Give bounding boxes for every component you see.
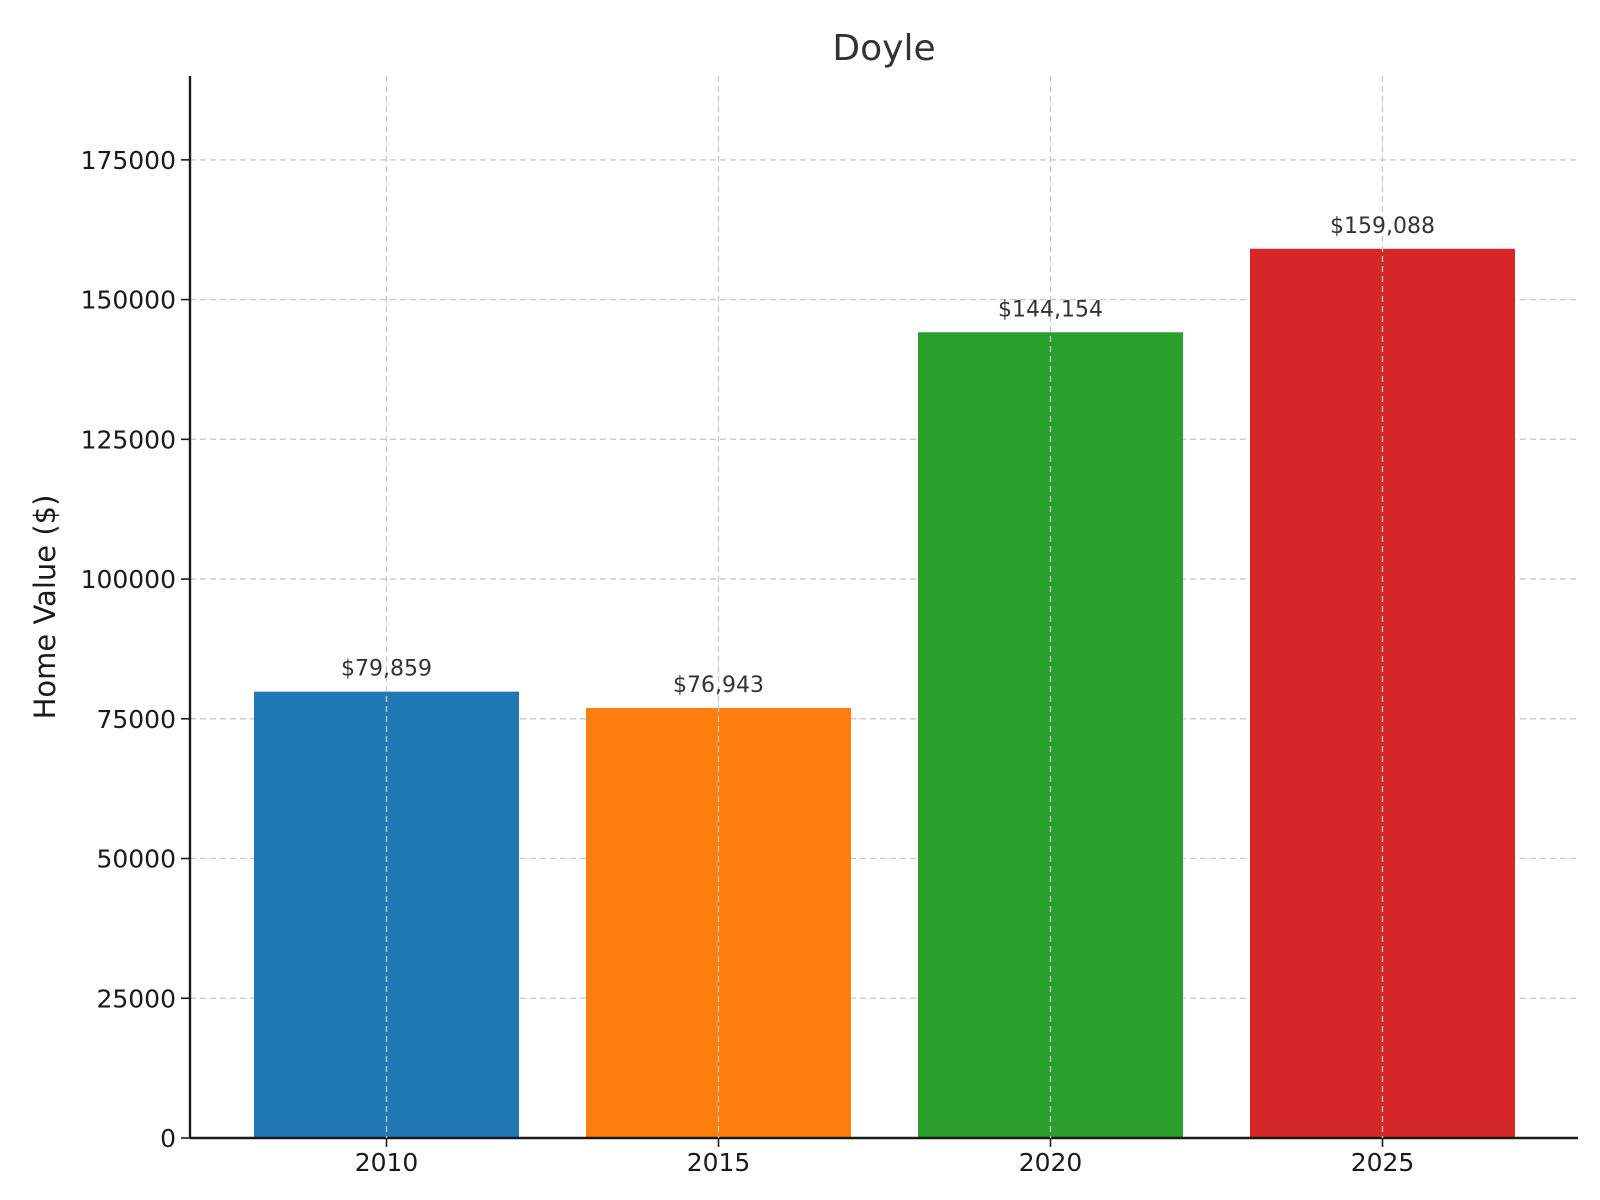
data-label-2020: $144,154 <box>998 297 1103 322</box>
axis-layer <box>188 76 1578 1140</box>
x-tick-label: 2015 <box>687 1148 751 1177</box>
chart-title: Doyle <box>832 28 935 69</box>
y-tick-label: 25000 <box>96 984 176 1013</box>
y-axis-label: Home Value ($) <box>28 495 62 720</box>
data-label-2010: $79,859 <box>341 657 432 682</box>
y-tick-label: 0 <box>160 1124 176 1153</box>
data-label-2025: $159,088 <box>1330 214 1435 239</box>
y-tick-label: 100000 <box>81 565 176 594</box>
y-tick-label: 75000 <box>96 705 176 734</box>
x-tick-label: 2025 <box>1351 1148 1415 1177</box>
x-tick-label: 2020 <box>1019 1148 1083 1177</box>
bar-2015 <box>586 707 851 1138</box>
y-tick-label: 175000 <box>81 146 176 175</box>
tick-layer: 0 25000 50000 75000 100000 125000 150000 175000… <box>81 146 1415 1177</box>
y-tick-label: 125000 <box>81 425 176 454</box>
bar-layer <box>254 248 1515 1139</box>
label-layer: $79,859 $76,943 $144,154 $159,088 <box>341 76 1435 1138</box>
x-tick-label: 2010 <box>355 1148 419 1177</box>
y-tick-label: 50000 <box>96 845 176 874</box>
y-tick-label: 150000 <box>81 286 176 315</box>
data-label-2015: $76,943 <box>673 673 764 698</box>
bar-2025 <box>1250 248 1515 1139</box>
